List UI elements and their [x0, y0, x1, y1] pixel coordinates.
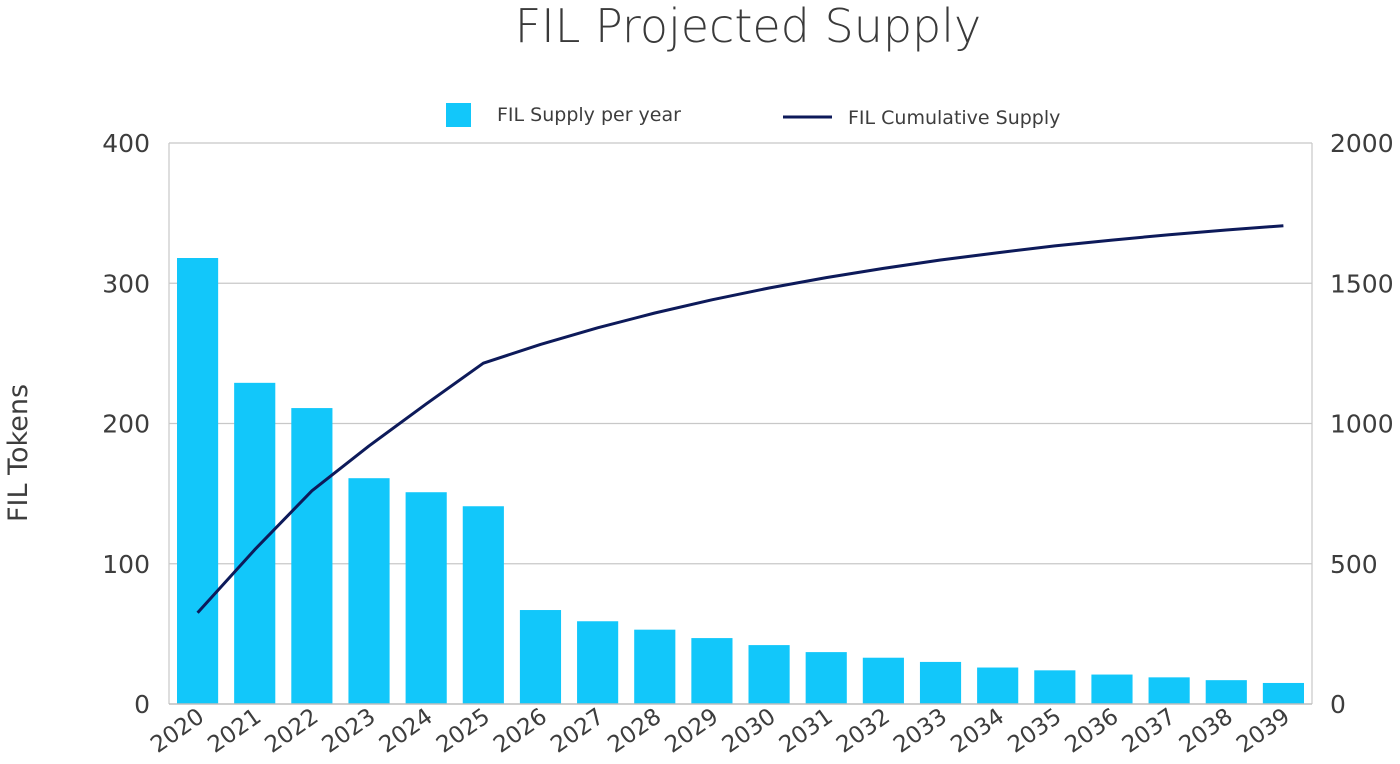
x-tick-label: 2020 [146, 704, 209, 759]
x-tick-label: 2028 [603, 704, 666, 759]
legend-swatch-bars [446, 103, 471, 127]
x-tick-label: 2029 [660, 704, 723, 759]
chart-title: FIL Projected Supply [515, 0, 982, 53]
y-tick-right: 500 [1330, 550, 1378, 579]
gridlines [169, 282, 1312, 565]
bar [862, 657, 904, 704]
x-tick-label: 2030 [718, 704, 781, 759]
y-tick-left: 400 [102, 129, 150, 158]
x-tick-label: 2039 [1232, 704, 1295, 759]
bar [634, 629, 676, 704]
y-tick-left: 200 [102, 410, 150, 439]
bar [291, 408, 333, 704]
bar [177, 258, 219, 704]
x-tick-label: 2036 [1061, 704, 1124, 759]
x-tick-label: 2038 [1175, 704, 1238, 759]
y-tick-left: 100 [102, 550, 150, 579]
x-tick-label: 2026 [489, 704, 552, 759]
x-tick-label: 2025 [432, 704, 495, 759]
bar [234, 382, 276, 704]
bar [977, 667, 1019, 704]
x-tick-label: 2024 [375, 704, 438, 759]
bar [462, 506, 504, 704]
bar [577, 621, 619, 704]
y-tick-left: 300 [102, 269, 150, 298]
x-tick-label: 2034 [946, 704, 1009, 759]
plot-frame [168, 142, 1313, 705]
bar [691, 638, 733, 704]
x-tick-label: 2023 [318, 704, 381, 759]
x-tick-label: 2021 [203, 704, 266, 759]
y-tick-right: 2000 [1330, 129, 1394, 158]
y-tick-right: 0 [1330, 690, 1346, 719]
y-axis-left-ticks: 0 100 200 300 400 [102, 129, 150, 719]
legend: FIL Supply per year FIL Cumulative Suppl… [446, 103, 1060, 129]
bar [405, 492, 447, 704]
x-tick-label: 2022 [260, 704, 323, 759]
x-tick-label: 2033 [889, 704, 952, 759]
cumulative-line-group [196, 224, 1284, 614]
bar [348, 478, 390, 704]
x-tick-label: 2027 [546, 704, 609, 759]
bar [1034, 670, 1076, 704]
x-axis-ticks: 2020202120222023202420252026202720282029… [146, 704, 1295, 759]
bar [1205, 680, 1247, 704]
y-tick-right: 1500 [1330, 269, 1394, 298]
y-tick-right: 1000 [1330, 410, 1394, 439]
x-tick-label: 2031 [775, 704, 838, 759]
y-axis-right-ticks: 0 500 1000 1500 2000 [1330, 129, 1394, 719]
bar [1262, 682, 1304, 704]
bar [1148, 677, 1190, 704]
bar [919, 661, 962, 704]
bar [1091, 674, 1133, 704]
legend-label-bars: FIL Supply per year [497, 104, 681, 126]
x-tick-label: 2035 [1003, 704, 1066, 759]
bar [805, 652, 847, 704]
legend-label-line: FIL Cumulative Supply [848, 107, 1060, 129]
y-axis-label: FIL Tokens [3, 384, 34, 522]
y-tick-left: 0 [134, 690, 150, 719]
x-tick-label: 2032 [832, 704, 895, 759]
cumulative-supply-line [196, 224, 1284, 614]
bars [177, 258, 1304, 704]
bar [748, 645, 790, 704]
x-tick-label: 2037 [1118, 704, 1181, 759]
bar [519, 610, 562, 704]
